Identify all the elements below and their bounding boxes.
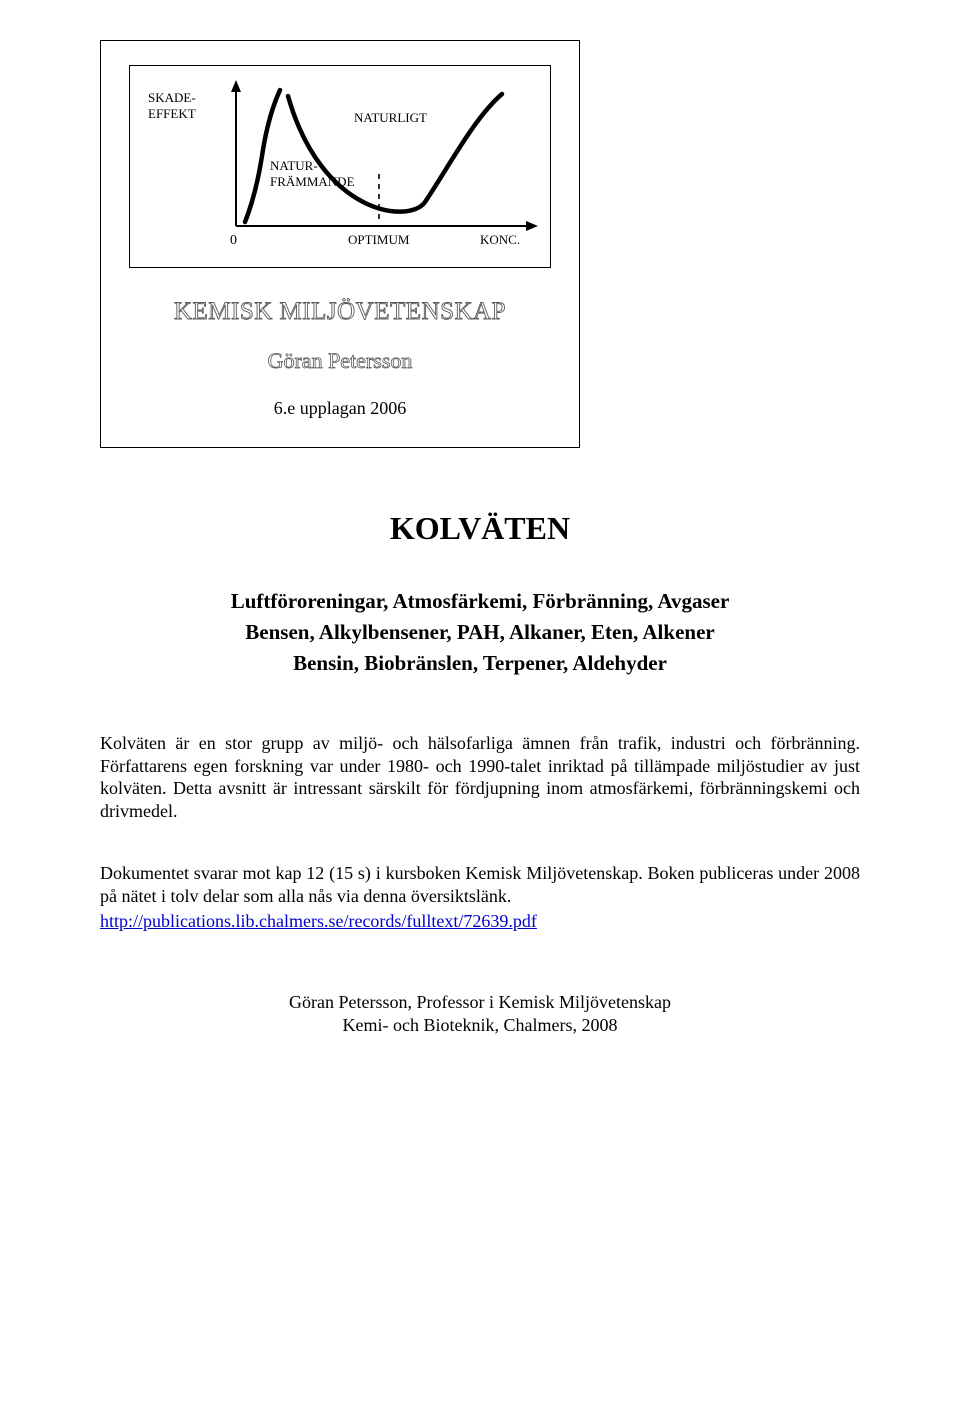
subheading-3: Bensin, Biobränslen, Terpener, Aldehyder bbox=[100, 651, 860, 676]
y-axis-label-1: SKADE- bbox=[148, 90, 196, 105]
y-axis-label-2: EFFEKT bbox=[148, 106, 196, 121]
chart-svg: SKADE- EFFEKT NATUR- FRÄMMANDE NATURLIGT… bbox=[130, 66, 550, 262]
subheading-1: Luftföroreningar, Atmosfärkemi, Förbränn… bbox=[100, 589, 860, 614]
footer-line-1: Göran Petersson, Professor i Kemisk Milj… bbox=[100, 992, 860, 1013]
body-paragraph-2: Dokumentet svarar mot kap 12 (15 s) i ku… bbox=[100, 862, 860, 907]
x-right-label: KONC. bbox=[480, 232, 520, 247]
curve1-label-1: NATUR- bbox=[270, 158, 318, 173]
body-paragraph-1: Kolväten är en stor grupp av miljö- och … bbox=[100, 732, 860, 822]
main-heading: KOLVÄTEN bbox=[100, 510, 860, 547]
cover-title: KEMISK MILJÖVETENSKAP bbox=[129, 298, 551, 326]
cover-box: SKADE- EFFEKT NATUR- FRÄMMANDE NATURLIGT… bbox=[100, 40, 580, 448]
footer-line-2: Kemi- och Bioteknik, Chalmers, 2008 bbox=[100, 1015, 860, 1036]
x-origin-label: 0 bbox=[230, 233, 237, 248]
curve2-label: NATURLIGT bbox=[354, 110, 427, 125]
concept-chart: SKADE- EFFEKT NATUR- FRÄMMANDE NATURLIGT… bbox=[129, 65, 551, 268]
curve1-label-2: FRÄMMANDE bbox=[270, 174, 355, 189]
x-mid-label: OPTIMUM bbox=[348, 232, 410, 247]
cover-edition: 6.e upplagan 2006 bbox=[129, 398, 551, 419]
document-link[interactable]: http://publications.lib.chalmers.se/reco… bbox=[100, 911, 860, 932]
subheading-2: Bensen, Alkylbensener, PAH, Alkaner, Ete… bbox=[100, 620, 860, 645]
cover-author: Göran Petersson bbox=[129, 348, 551, 374]
